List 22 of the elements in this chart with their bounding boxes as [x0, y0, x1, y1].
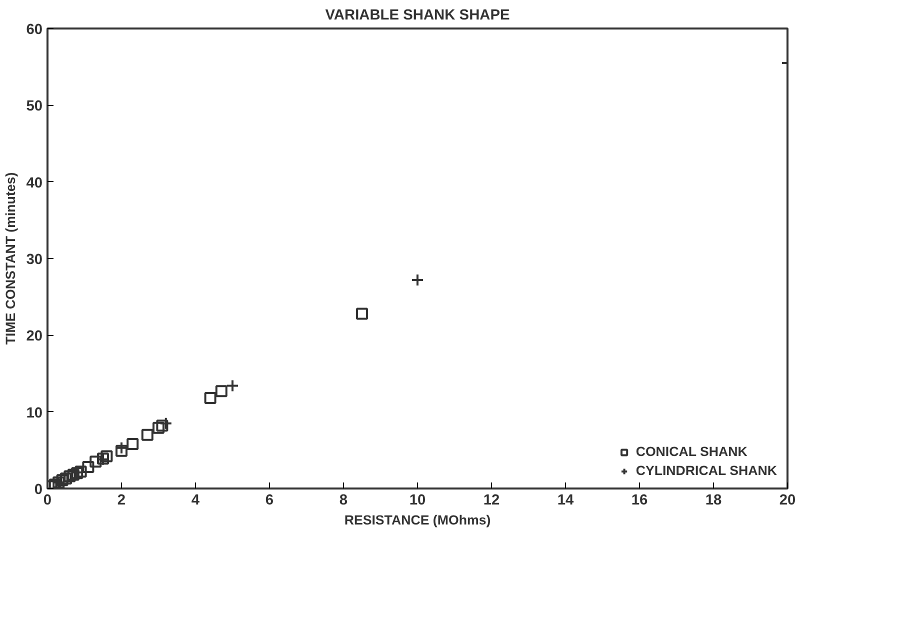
y-tick-label: 60 — [26, 22, 43, 38]
x-tick-label: 12 — [483, 492, 500, 508]
chart-title: VARIABLE SHANK SHAPE — [325, 8, 510, 24]
x-tick-label: 8 — [339, 492, 348, 508]
x-axis-title: RESISTANCE (MOhms) — [344, 512, 491, 528]
y-tick-label: 50 — [26, 98, 43, 115]
legend-label: CYLINDRICAL SHANK — [636, 463, 777, 478]
y-tick-label: 20 — [26, 328, 43, 345]
y-tick-label: 0 — [34, 482, 43, 498]
x-tick-label: 10 — [409, 492, 426, 508]
x-tick-label: 16 — [631, 492, 648, 508]
x-tick-label: 14 — [557, 492, 574, 508]
y-tick-label: 40 — [26, 175, 43, 192]
x-tick-label: 6 — [265, 492, 274, 508]
y-axis-title: TIME CONSTANT (minutes) — [3, 172, 18, 345]
x-tick-label: 4 — [191, 492, 200, 508]
y-tick-label: 10 — [26, 405, 43, 422]
legend-label: CONICAL SHANK — [636, 444, 748, 459]
x-tick-label: 2 — [117, 492, 126, 508]
y-tick-label: 30 — [26, 252, 43, 268]
x-tick-label: 18 — [705, 492, 722, 508]
x-tick-label: 20 — [779, 492, 796, 508]
